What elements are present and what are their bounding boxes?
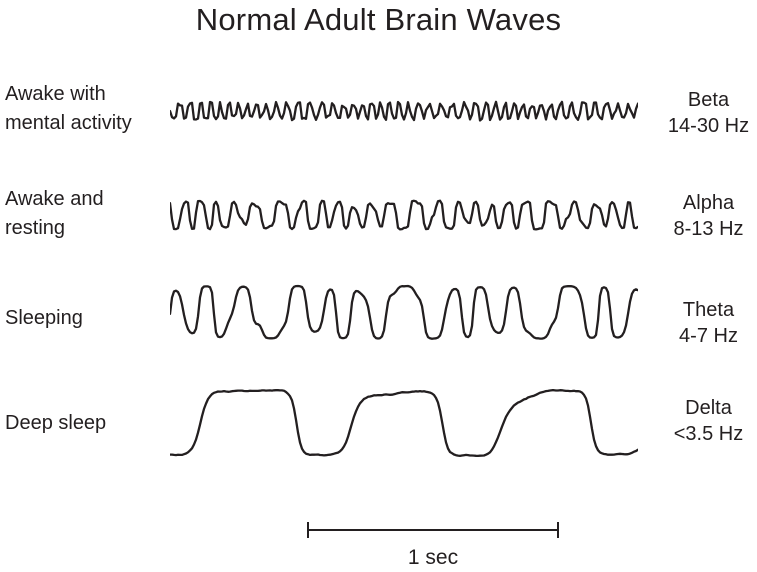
- band-range: 8-13 Hz: [673, 218, 744, 240]
- figure-title: Normal Adult Brain Waves: [195, 2, 562, 37]
- alpha-wave-trace: [170, 199, 638, 231]
- band-name: Delta: [685, 397, 732, 419]
- band-range: <3.5 Hz: [673, 423, 744, 445]
- time-scale-label: 1 sec: [407, 546, 459, 569]
- band-label-theta: Theta 4-7 Hz: [660, 297, 757, 349]
- band-range: 4-7 Hz: [679, 325, 738, 347]
- state-label-line: Awake and: [5, 188, 104, 210]
- band-name: Alpha: [682, 192, 735, 214]
- beta-wave-trace: [170, 100, 638, 122]
- band-label-alpha: Alpha 8-13 Hz: [660, 190, 757, 242]
- state-label-line: mental activity: [5, 112, 132, 134]
- band-label-beta: Beta 14-30 Hz: [660, 87, 757, 139]
- state-label-theta: Sleeping: [5, 304, 170, 333]
- state-label-delta: Deep sleep: [5, 409, 170, 438]
- band-name: Theta: [682, 299, 735, 321]
- band-label-delta: Delta <3.5 Hz: [660, 395, 757, 447]
- band-name: Beta: [687, 89, 730, 111]
- delta-wave-trace: [170, 389, 638, 458]
- state-label-line: Sleeping: [5, 307, 83, 329]
- state-label-line: Awake with: [5, 83, 106, 105]
- theta-wave-trace: [170, 284, 638, 340]
- band-range: 14-30 Hz: [667, 115, 750, 137]
- state-label-alpha: Awake and resting: [5, 185, 170, 243]
- state-label-line: resting: [5, 217, 66, 239]
- state-label-beta: Awake with mental activity: [5, 80, 170, 138]
- state-label-line: Deep sleep: [5, 412, 107, 434]
- time-scale-bar: [307, 522, 559, 538]
